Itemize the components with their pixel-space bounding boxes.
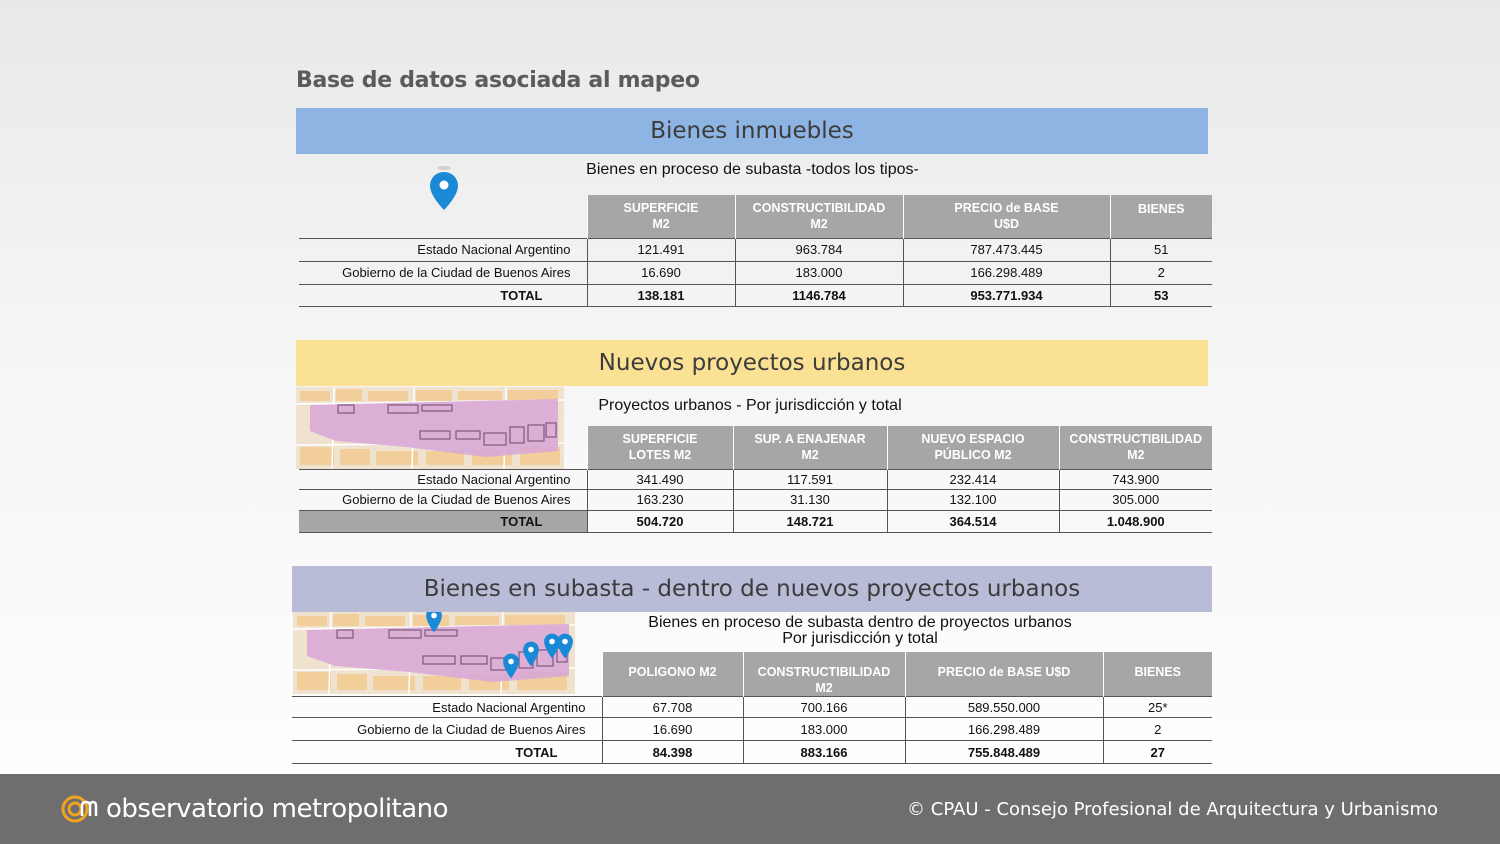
table-total-row: TOTAL 84.398 883.166 755.848.489 27 xyxy=(292,740,1212,764)
page-title: Base de datos asociada al mapeo xyxy=(296,68,700,93)
column-header: CONSTRUCTIBILIDAD M2 xyxy=(734,195,903,238)
location-pin-icon xyxy=(557,633,573,659)
urban-map-thumbnail xyxy=(296,387,564,469)
brand-name: observatorio metropolitano xyxy=(106,794,449,824)
urban-map-with-pins-thumbnail xyxy=(293,612,575,694)
location-pin-icon xyxy=(523,641,539,667)
table-total-row: TOTAL 138.181 1146.784 953.771.934 53 xyxy=(299,284,1212,307)
location-pin-icon xyxy=(503,653,519,679)
column-header: POLIGONO M2 xyxy=(601,652,743,697)
table-row: Estado Nacional Argentino 341.490 117.591… xyxy=(299,468,1212,490)
table-row: Gobierno de la Ciudad de Buenos Aires 16… xyxy=(292,717,1212,741)
table-row: Estado Nacional Argentino 67.708 700.166 … xyxy=(292,696,1212,718)
section-subtitle: Proyectos urbanos - Por jurisdicción y t… xyxy=(598,397,902,414)
section-band-bienes-en-subasta: Bienes en subasta - dentro de nuevos pro… xyxy=(292,566,1212,612)
section-subtitle: Bienes en proceso de subasta dentro de p… xyxy=(648,614,1072,647)
column-header: NUEVO ESPACIO PÚBLICO M2 xyxy=(886,426,1059,469)
table-row: Gobierno de la Ciudad de Buenos Aires 16… xyxy=(299,489,1212,511)
column-header: CONSTRUCTIBILIDAD M2 xyxy=(1058,426,1212,469)
column-header: PRECIO de BASE U$D xyxy=(904,652,1103,697)
nuevos-proyectos-table: SUPERFICIE LOTES M2 SUP. A ENAJENAR M2 NUE… xyxy=(299,426,1212,533)
table-row: Gobierno de la Ciudad de Buenos Aires 16… xyxy=(299,261,1212,285)
column-header: CONSTRUCTIBILIDAD M2 xyxy=(742,652,905,697)
section-band-nuevos-proyectos: Nuevos proyectos urbanos xyxy=(296,340,1208,386)
table-row: Estado Nacional Argentino 121.491 963.784… xyxy=(299,237,1212,262)
location-pin-icon xyxy=(544,633,560,659)
observatorio-logo-icon xyxy=(61,795,98,823)
column-header: BIENES xyxy=(1102,652,1212,697)
table-total-row: TOTAL 504.720 148.721 364.514 1.048.900 xyxy=(299,510,1212,533)
column-header: SUPERFICIE LOTES M2 xyxy=(586,426,733,469)
section-subtitle: Bienes en proceso de subasta -todos los … xyxy=(586,161,919,178)
column-header: SUP. A ENAJENAR M2 xyxy=(732,426,887,469)
copyright: © CPAU - Consejo Profesional de Arquitec… xyxy=(907,798,1438,820)
column-header: PRECIO de BASE U$D xyxy=(902,195,1110,238)
section-band-bienes-inmuebles: Bienes inmuebles xyxy=(296,108,1208,154)
brand: observatorio metropolitano xyxy=(60,794,449,824)
location-pin-icon xyxy=(426,612,442,633)
column-header: SUPERFICIE M2 xyxy=(586,195,735,238)
footer: observatorio metropolitano © CPAU - Cons… xyxy=(0,774,1500,844)
column-header: BIENES xyxy=(1109,195,1212,238)
location-pin-icon xyxy=(430,166,458,210)
bienes-inmuebles-table: SUPERFICIE M2 CONSTRUCTIBILIDAD M2 PRECIO … xyxy=(299,195,1212,307)
bienes-en-subasta-table: POLIGONO M2 CONSTRUCTIBILIDAD M2 PRECIO d… xyxy=(292,652,1212,764)
